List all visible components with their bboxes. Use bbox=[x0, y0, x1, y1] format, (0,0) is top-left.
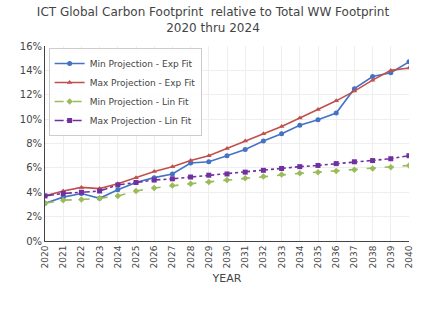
svg-text:10%: 10% bbox=[20, 114, 42, 125]
svg-text:8%: 8% bbox=[26, 138, 42, 149]
svg-text:2020: 2020 bbox=[40, 245, 50, 268]
svg-text:Max Projection - Exp Fit: Max Projection - Exp Fit bbox=[90, 78, 196, 88]
svg-text:2022: 2022 bbox=[76, 246, 86, 269]
svg-text:2039: 2039 bbox=[386, 245, 396, 268]
svg-text:2034: 2034 bbox=[295, 245, 305, 268]
svg-text:2035: 2035 bbox=[313, 246, 323, 269]
svg-text:2%: 2% bbox=[26, 211, 42, 222]
svg-text:2040: 2040 bbox=[404, 245, 414, 268]
svg-text:2033: 2033 bbox=[277, 246, 287, 269]
svg-text:14%: 14% bbox=[20, 65, 42, 76]
svg-text:2037: 2037 bbox=[349, 246, 359, 269]
svg-text:0%: 0% bbox=[26, 236, 42, 247]
svg-text:12%: 12% bbox=[20, 89, 42, 100]
svg-text:Min Projection - Lin Fit: Min Projection - Lin Fit bbox=[90, 97, 189, 107]
svg-text:2026: 2026 bbox=[149, 245, 159, 268]
svg-text:2028: 2028 bbox=[186, 245, 196, 268]
svg-text:Min Projection - Exp Fit: Min Projection - Exp Fit bbox=[90, 59, 193, 69]
svg-text:2024: 2024 bbox=[113, 245, 123, 268]
svg-text:YEAR: YEAR bbox=[212, 272, 242, 285]
svg-text:4%: 4% bbox=[26, 187, 42, 198]
svg-text:16%: 16% bbox=[20, 41, 42, 52]
svg-text:2038: 2038 bbox=[368, 245, 378, 268]
svg-text:2027: 2027 bbox=[167, 246, 177, 269]
svg-text:2023: 2023 bbox=[95, 246, 105, 269]
svg-text:2025: 2025 bbox=[131, 246, 141, 269]
svg-text:Max Projection - Lin Fit: Max Projection - Lin Fit bbox=[90, 116, 192, 126]
svg-text:2029: 2029 bbox=[204, 245, 214, 268]
svg-text:2021: 2021 bbox=[58, 246, 68, 269]
svg-text:ICT Global Carbon Footprint r: ICT Global Carbon Footprint relative to … bbox=[37, 5, 390, 35]
svg-text:2031: 2031 bbox=[240, 246, 250, 269]
svg-text:2030: 2030 bbox=[222, 245, 232, 268]
svg-text:6%: 6% bbox=[26, 162, 42, 173]
svg-text:2032: 2032 bbox=[258, 246, 268, 269]
svg-text:2036: 2036 bbox=[331, 245, 341, 268]
